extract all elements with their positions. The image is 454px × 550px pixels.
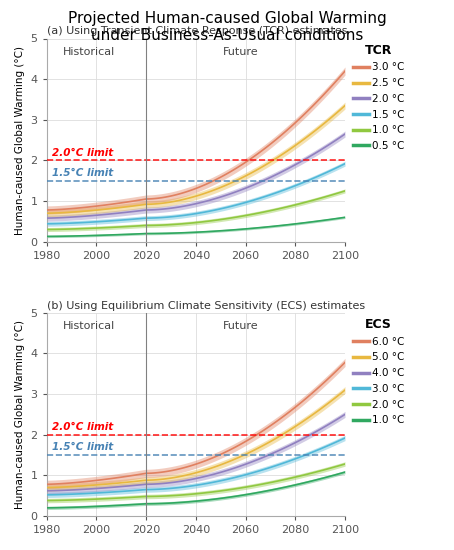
Y-axis label: Human-caused Global Warming (°C): Human-caused Global Warming (°C) — [15, 46, 25, 235]
Text: (b) Using Equilibrium Climate Sensitivity (ECS) estimates: (b) Using Equilibrium Climate Sensitivit… — [47, 301, 365, 311]
Text: Historical: Historical — [63, 47, 115, 57]
Legend: 6.0 °C, 5.0 °C, 4.0 °C, 3.0 °C, 2.0 °C, 1.0 °C: 6.0 °C, 5.0 °C, 4.0 °C, 3.0 °C, 2.0 °C, … — [353, 318, 405, 425]
Text: Historical: Historical — [63, 321, 115, 331]
Text: 1.5°C limit: 1.5°C limit — [52, 168, 113, 178]
Y-axis label: Human-caused Global Warming (°C): Human-caused Global Warming (°C) — [15, 320, 25, 509]
Text: (a) Using Transient Climate Response (TCR) estimates: (a) Using Transient Climate Response (TC… — [47, 26, 347, 36]
Text: Future: Future — [223, 321, 258, 331]
Legend: 3.0 °C, 2.5 °C, 2.0 °C, 1.5 °C, 1.0 °C, 0.5 °C: 3.0 °C, 2.5 °C, 2.0 °C, 1.5 °C, 1.0 °C, … — [353, 43, 405, 151]
Text: Projected Human-caused Global Warming
under Business-As-Usual conditions: Projected Human-caused Global Warming un… — [68, 11, 386, 43]
Text: 2.0°C limit: 2.0°C limit — [52, 422, 113, 432]
Text: 1.5°C limit: 1.5°C limit — [52, 442, 113, 452]
Text: Future: Future — [223, 47, 258, 57]
Text: 2.0°C limit: 2.0°C limit — [52, 147, 113, 157]
